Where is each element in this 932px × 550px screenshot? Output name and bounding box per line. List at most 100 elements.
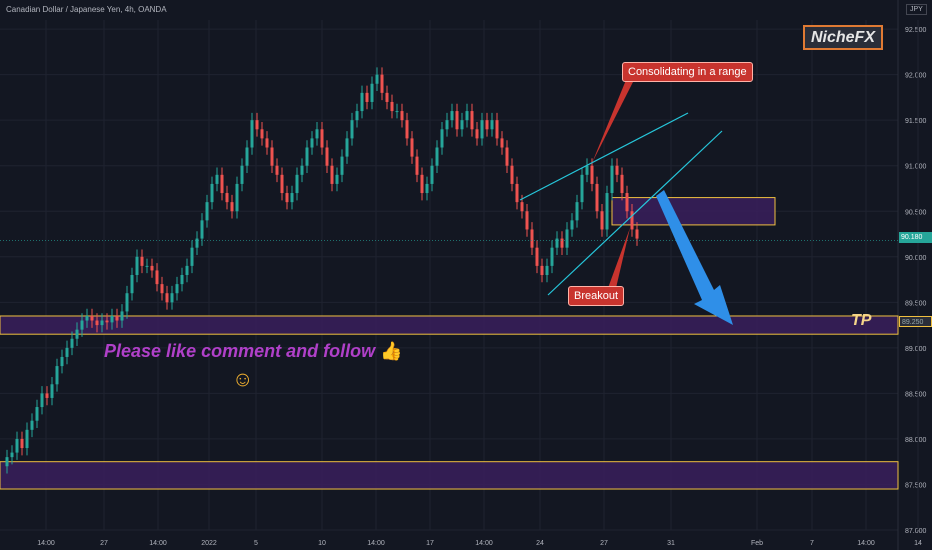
candle-body [540, 265, 544, 275]
candle-body [225, 193, 229, 203]
candle-body [550, 247, 554, 266]
candle-body [290, 193, 294, 203]
candle-body [95, 320, 99, 326]
y-tick-label: 92.500 [905, 27, 927, 34]
candle-body [370, 83, 374, 102]
x-tick-label: 27 [100, 540, 108, 547]
candle-body [320, 129, 324, 148]
y-tick-label: 89.000 [905, 346, 927, 353]
candle-body [505, 147, 509, 166]
candle-body [345, 138, 349, 157]
candle-body [475, 129, 479, 139]
down-arrow-icon [656, 190, 733, 325]
candle-body [135, 256, 139, 275]
candle-body [145, 265, 149, 267]
candle-body [295, 174, 299, 194]
candle-body [470, 111, 474, 130]
candle-body [595, 183, 599, 212]
x-tick-label: 5 [254, 540, 258, 547]
candle-body [480, 120, 484, 139]
promo-message: Please like comment and follow [104, 341, 376, 361]
candle-body [335, 174, 339, 184]
candle-body [415, 156, 419, 175]
promo-text: Please like comment and follow 👍 [104, 341, 403, 362]
candle-body [55, 366, 59, 385]
candle-body [455, 111, 459, 130]
candle-body [580, 174, 584, 203]
candle-body [195, 238, 199, 248]
candle-body [175, 284, 179, 294]
candle-body [400, 111, 404, 121]
x-tick-label: 10 [318, 540, 326, 547]
candle-body [425, 183, 429, 194]
candle-body [355, 111, 359, 121]
candle-body [155, 270, 159, 285]
candle-body [575, 202, 579, 221]
x-tick-label: 17 [426, 540, 434, 547]
tp-price-badge: 89.250 [899, 316, 932, 327]
candle-body [380, 74, 384, 93]
candle-body [445, 120, 449, 130]
candle-body [90, 315, 94, 321]
candle-body [600, 211, 604, 230]
candle-body [275, 165, 279, 175]
candle-body [585, 165, 589, 175]
candle-body [125, 293, 129, 312]
candle-body [250, 120, 254, 148]
candle-body [430, 165, 434, 184]
candle-body [210, 183, 214, 203]
candle-body [435, 147, 439, 166]
tp-label: TP [851, 312, 872, 329]
candle-body [565, 229, 569, 248]
current-price-badge: 90.180 [899, 232, 932, 243]
x-tick-label: 24 [536, 540, 544, 547]
candle-body [190, 247, 194, 266]
candle-body [165, 293, 169, 303]
x-tick-label: 7 [810, 540, 814, 547]
candle-body [410, 138, 414, 157]
y-tick-label: 89.500 [905, 300, 927, 307]
candle-body [620, 174, 624, 194]
candle-body [10, 452, 14, 458]
candle-body [240, 165, 244, 184]
lower-demand-zone [0, 461, 899, 490]
candle-body [35, 407, 39, 421]
nichefx-logo: NicheFX [803, 25, 883, 50]
x-tick-label: 14 [914, 540, 922, 547]
candle-body [185, 265, 189, 275]
x-tick-label: 2022 [201, 540, 217, 547]
candle-body [140, 256, 144, 266]
breakout-pointer [608, 228, 630, 288]
candle-body [500, 138, 504, 148]
candle-body [45, 393, 49, 398]
candle-body [440, 129, 444, 148]
candle-body [365, 92, 369, 102]
x-tick-label: 31 [667, 540, 675, 547]
candle-body [485, 120, 489, 130]
candle-body [510, 165, 514, 184]
candle-body [75, 329, 79, 339]
tp-zone [0, 315, 899, 335]
candle-body [330, 165, 334, 184]
y-tick-label: 90.000 [905, 255, 927, 262]
y-tick-label: 91.000 [905, 164, 927, 171]
candle-body [520, 202, 524, 212]
channel-upper-line [519, 112, 689, 201]
candle-body [630, 211, 634, 230]
x-tick-label: 14:00 [857, 540, 875, 547]
candle-body [305, 147, 309, 166]
currency-label[interactable]: JPY [906, 4, 927, 15]
candle-body [555, 238, 559, 248]
candle-body [310, 138, 314, 148]
candle-body [260, 129, 264, 139]
candle-body [130, 275, 134, 294]
candle-body [180, 275, 184, 285]
candle-body [280, 174, 284, 194]
candle-body [215, 174, 219, 184]
candle-body [265, 138, 269, 148]
candle-body [625, 193, 629, 212]
candle-body [450, 111, 454, 121]
candle-body [100, 320, 104, 326]
x-tick-label: 14:00 [37, 540, 55, 547]
